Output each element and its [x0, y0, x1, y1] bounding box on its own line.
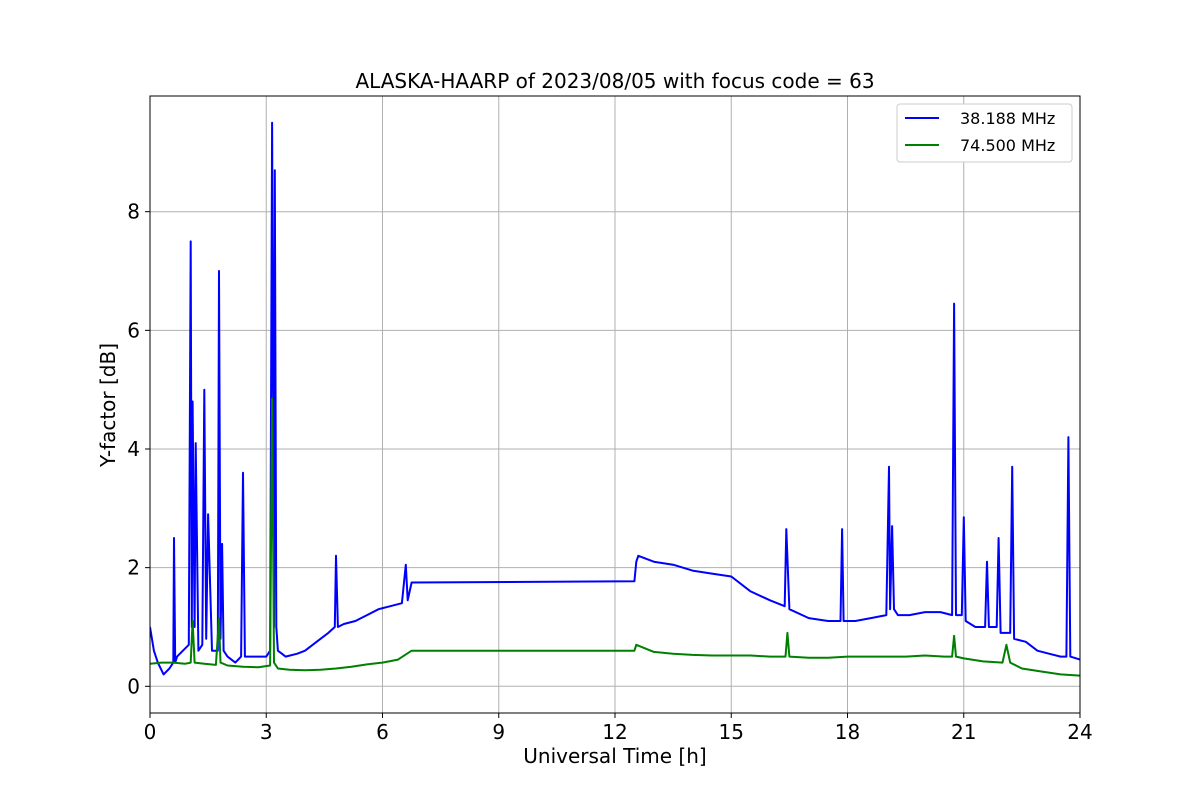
x-tick-label: 21 [951, 720, 976, 744]
y-tick-label: 6 [127, 318, 140, 342]
legend: 38.188 MHz 74.500 MHz [896, 103, 1073, 163]
chart-title: ALASKA-HAARP of 2023/08/05 with focus co… [355, 69, 874, 93]
series-line-38-188-mhz [150, 121, 1080, 676]
x-tick-label: 6 [376, 720, 389, 744]
y-axis-label: Y-factor [dB] [96, 343, 120, 468]
x-tick-label: 18 [835, 720, 860, 744]
legend-label-38-188: 38.188 MHz [960, 109, 1055, 128]
x-tick-label: 9 [492, 720, 505, 744]
x-tick-label: 24 [1067, 720, 1092, 744]
series-layer [150, 121, 1080, 677]
y-tick-label: 2 [127, 556, 140, 580]
grid-layer [149, 96, 1081, 713]
legend-label-74-500: 74.500 MHz [960, 136, 1055, 155]
y-tick-label: 0 [127, 674, 140, 698]
y-tick-label: 8 [127, 200, 140, 224]
x-tick-label: 0 [144, 720, 157, 744]
legend-box [896, 103, 1073, 163]
x-tick-label: 12 [602, 720, 627, 744]
x-tick-label: 15 [719, 720, 744, 744]
x-tick-label: 3 [260, 720, 273, 744]
y-tick-label: 4 [127, 437, 140, 461]
series-line-74-500-mhz [150, 397, 1080, 677]
x-axis-label: Universal Time [h] [523, 744, 706, 768]
